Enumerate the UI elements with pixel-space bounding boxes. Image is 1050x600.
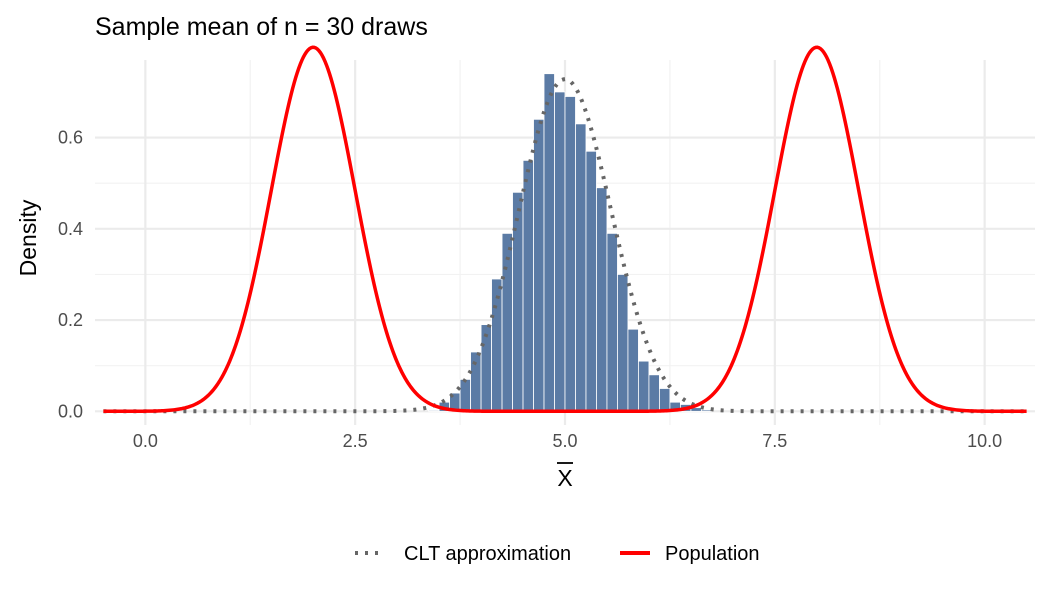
histogram-bars: [428, 73, 713, 412]
histogram-bar: [596, 187, 608, 412]
histogram-bar: [648, 374, 660, 412]
series-lines: [103, 45, 1027, 414]
histogram-bar: [501, 232, 513, 412]
x-axis-title: X: [557, 465, 572, 491]
series-line-population: [103, 45, 1027, 414]
x-tick-label: 7.5: [762, 431, 787, 451]
histogram-bar: [564, 96, 576, 412]
series-line-clt-approximation: [103, 77, 1027, 414]
histogram-bar: [512, 191, 524, 412]
legend-label-population: Population: [665, 543, 760, 565]
x-tick-label: 2.5: [343, 431, 368, 451]
histogram-bar: [606, 232, 618, 412]
legend-label-clt-approximation: CLT approximation: [404, 543, 571, 565]
histogram-bar: [554, 91, 566, 412]
histogram-bar: [627, 328, 639, 412]
y-tick-label: 0.4: [58, 219, 83, 239]
tick-labels: 0.0 2.5 5.0 7.5 10.0 0.0 0.2 0.4 0.6: [58, 128, 1002, 451]
histogram-bar: [480, 324, 492, 412]
histogram-bar: [690, 407, 702, 412]
histogram-bar: [470, 351, 482, 412]
histogram-bar: [459, 378, 471, 412]
x-tick-label: 0.0: [133, 431, 158, 451]
histogram-bar: [585, 150, 597, 412]
x-tick-label: 10.0: [967, 431, 1002, 451]
legend: CLT approximation Population: [355, 543, 760, 565]
histogram-bar: [659, 388, 671, 412]
histogram-bar: [638, 360, 650, 412]
x-tick-label: 5.0: [552, 431, 577, 451]
histogram-bar: [543, 73, 555, 412]
histogram-bar: [700, 409, 713, 412]
y-tick-label: 0.0: [58, 401, 83, 421]
chart-title: Sample mean of n = 30 draws: [95, 13, 428, 41]
y-tick-label: 0.2: [58, 310, 83, 330]
histogram-bar: [575, 123, 587, 412]
histogram-bar: [491, 278, 503, 412]
histogram-bar: [522, 159, 534, 412]
y-axis-title: Density: [15, 199, 41, 276]
histogram-bar: [617, 274, 629, 412]
histogram-bar: [533, 118, 545, 412]
x-axis-title-group: X: [557, 462, 573, 491]
histogram-bar: [428, 409, 440, 412]
y-tick-label: 0.6: [58, 128, 83, 148]
